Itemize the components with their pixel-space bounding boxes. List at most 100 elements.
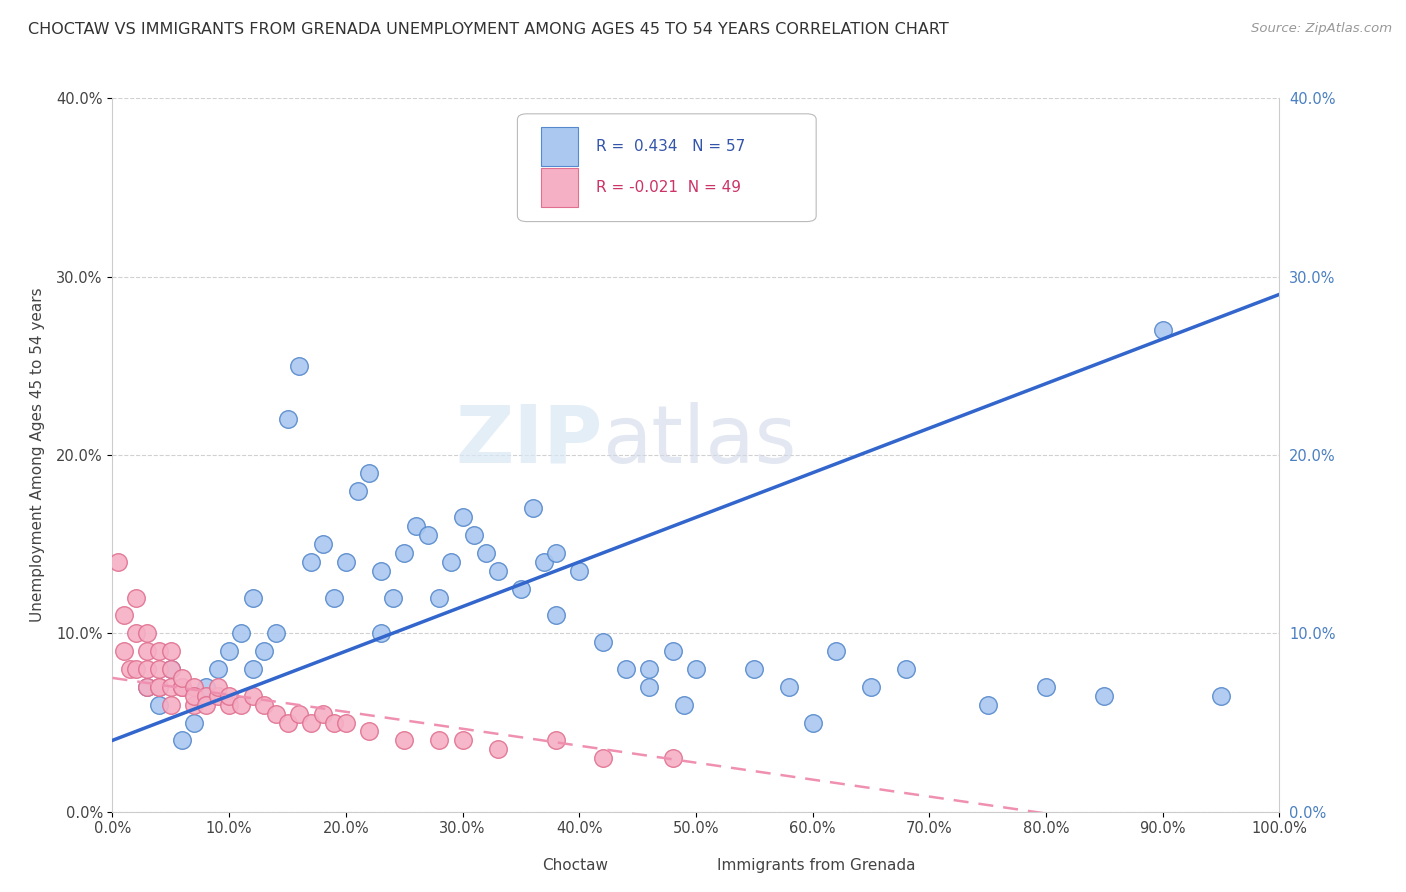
Point — [172, 680, 194, 694]
Point — [125, 662, 148, 676]
Point — [544, 546, 567, 560]
Bar — [541, 127, 578, 166]
Point — [160, 662, 183, 676]
Point — [264, 626, 287, 640]
Point — [544, 608, 567, 623]
Point — [673, 698, 696, 712]
Point — [427, 733, 450, 747]
Point — [148, 644, 170, 658]
Point — [359, 466, 381, 480]
Point — [859, 680, 883, 694]
Point — [125, 591, 148, 605]
Point — [416, 528, 439, 542]
Point — [299, 715, 322, 730]
Point — [544, 733, 567, 747]
Point — [136, 644, 159, 658]
Point — [136, 626, 159, 640]
Point — [148, 680, 170, 694]
Point — [229, 698, 252, 712]
Point — [218, 644, 240, 658]
Point — [160, 662, 183, 676]
Point — [440, 555, 463, 569]
Point — [475, 546, 498, 560]
Point — [742, 662, 765, 676]
Point — [148, 698, 170, 712]
Point — [112, 608, 135, 623]
Point — [242, 689, 264, 703]
Point — [1152, 323, 1174, 337]
Text: atlas: atlas — [603, 401, 797, 480]
Point — [148, 680, 170, 694]
Y-axis label: Unemployment Among Ages 45 to 54 years: Unemployment Among Ages 45 to 54 years — [30, 287, 45, 623]
Point — [522, 501, 544, 516]
Point — [825, 644, 848, 658]
Point — [1092, 689, 1115, 703]
Point — [172, 671, 194, 685]
Point — [359, 724, 381, 739]
Point — [405, 519, 427, 533]
Point — [136, 680, 159, 694]
Point — [614, 662, 637, 676]
Bar — [498, 854, 530, 881]
Point — [778, 680, 800, 694]
Point — [194, 689, 217, 703]
Point — [242, 591, 264, 605]
Point — [229, 626, 252, 640]
Point — [183, 698, 205, 712]
Point — [253, 698, 276, 712]
Point — [136, 680, 159, 694]
Point — [276, 715, 298, 730]
Point — [183, 689, 205, 703]
Point — [218, 689, 240, 703]
Point — [463, 528, 485, 542]
Point — [533, 555, 555, 569]
Bar — [672, 854, 706, 881]
Point — [194, 680, 217, 694]
Point — [276, 412, 298, 426]
Point — [218, 698, 240, 712]
Text: R = -0.021  N = 49: R = -0.021 N = 49 — [596, 180, 741, 194]
Point — [299, 555, 322, 569]
Point — [486, 564, 509, 578]
Point — [288, 359, 311, 373]
Point — [976, 698, 998, 712]
Point — [288, 706, 311, 721]
Point — [253, 644, 276, 658]
Point — [509, 582, 531, 596]
Point — [207, 689, 229, 703]
Text: Choctaw: Choctaw — [541, 858, 607, 872]
Point — [323, 715, 346, 730]
Point — [638, 680, 661, 694]
Point — [194, 698, 217, 712]
Point — [486, 742, 509, 756]
Point — [370, 626, 392, 640]
Point — [661, 751, 683, 765]
Point — [112, 644, 135, 658]
Point — [125, 626, 148, 640]
Text: R =  0.434   N = 57: R = 0.434 N = 57 — [596, 139, 745, 154]
Point — [148, 662, 170, 676]
Point — [118, 662, 141, 676]
Text: CHOCTAW VS IMMIGRANTS FROM GRENADA UNEMPLOYMENT AMONG AGES 45 TO 54 YEARS CORREL: CHOCTAW VS IMMIGRANTS FROM GRENADA UNEMP… — [28, 22, 949, 37]
Point — [323, 591, 346, 605]
Point — [381, 591, 404, 605]
Point — [801, 715, 824, 730]
Text: Source: ZipAtlas.com: Source: ZipAtlas.com — [1251, 22, 1392, 36]
Point — [311, 706, 333, 721]
Point — [160, 644, 183, 658]
Point — [451, 510, 474, 524]
Point — [894, 662, 917, 676]
Point — [592, 751, 614, 765]
Point — [346, 483, 368, 498]
Point — [335, 715, 357, 730]
Bar — [541, 168, 578, 207]
Point — [172, 680, 194, 694]
Point — [160, 698, 183, 712]
Point — [685, 662, 707, 676]
Point — [335, 555, 357, 569]
Point — [242, 662, 264, 676]
Point — [311, 537, 333, 551]
Point — [1035, 680, 1057, 694]
Point — [592, 635, 614, 649]
Point — [370, 564, 392, 578]
